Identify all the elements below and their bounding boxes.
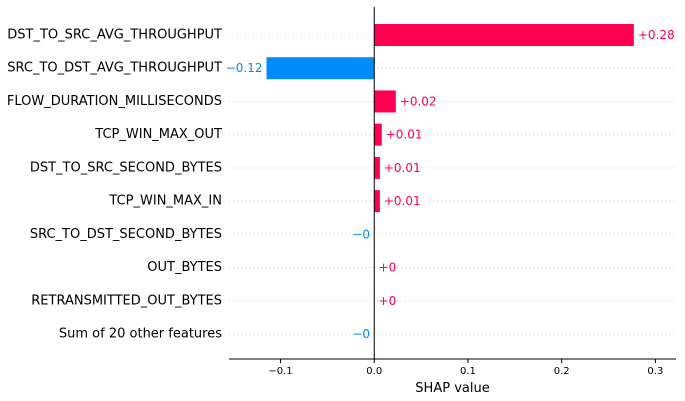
feature-label: TCP_WIN_MAX_IN bbox=[108, 194, 222, 209]
x-tick-label: 0.3 bbox=[647, 366, 663, 377]
value-label: −0 bbox=[352, 327, 370, 341]
x-axis-title: SHAP value bbox=[415, 381, 489, 396]
value-label: +0 bbox=[379, 294, 397, 308]
feature-label: RETRANSMITTED_OUT_BYTES bbox=[31, 293, 222, 308]
x-tick-label: −0.1 bbox=[268, 366, 292, 377]
value-label: +0.01 bbox=[384, 161, 421, 175]
value-label: +0.01 bbox=[384, 194, 421, 208]
value-label: −0 bbox=[352, 227, 370, 241]
bar bbox=[374, 190, 380, 213]
bar bbox=[266, 57, 375, 80]
grid-lines bbox=[229, 34, 676, 335]
value-labels: +0.28 −0.12 +0.02 +0.01 +0.01 +0.01 −0 +0 +0 −0 bbox=[226, 28, 675, 341]
feature-label: DST_TO_SRC_AVG_THROUGHPUT bbox=[7, 28, 222, 43]
feature-label: Sum of 20 other features bbox=[59, 326, 222, 341]
value-label: +0 bbox=[379, 261, 397, 275]
bars bbox=[266, 24, 634, 345]
feature-labels: DST_TO_SRC_AVG_THROUGHPUT SRC_TO_DST_AVG_… bbox=[7, 28, 222, 342]
feature-label: FLOW_DURATION_MILLISECONDS bbox=[7, 94, 222, 109]
value-label: +0.01 bbox=[386, 128, 423, 142]
feature-label: DST_TO_SRC_SECOND_BYTES bbox=[30, 160, 222, 175]
x-tick-label: 0.0 bbox=[366, 366, 382, 377]
x-axis: −0.1 0.0 0.1 0.2 0.3 bbox=[229, 7, 676, 377]
x-tick-label: 0.2 bbox=[554, 366, 570, 377]
value-label: +0.02 bbox=[400, 94, 437, 108]
bar bbox=[374, 156, 380, 179]
bar bbox=[374, 123, 382, 146]
bar bbox=[374, 90, 396, 113]
bar bbox=[374, 24, 634, 46]
value-label: −0.12 bbox=[226, 61, 263, 75]
feature-label: SRC_TO_DST_SECOND_BYTES bbox=[30, 227, 222, 242]
x-tick-label: 0.1 bbox=[460, 366, 476, 377]
feature-label: SRC_TO_DST_AVG_THROUGHPUT bbox=[7, 61, 222, 76]
feature-label: TCP_WIN_MAX_OUT bbox=[94, 127, 222, 142]
value-label: +0.28 bbox=[638, 28, 675, 42]
feature-label: OUT_BYTES bbox=[147, 260, 222, 275]
